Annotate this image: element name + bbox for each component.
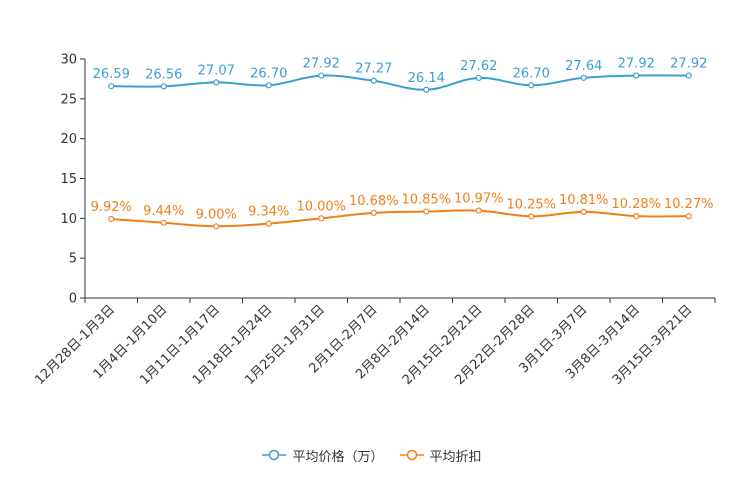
data-label-avg-price: 26.59: [93, 67, 130, 82]
data-label-avg-price: 26.56: [145, 67, 182, 82]
data-label-avg-discount: 10.25%: [506, 197, 556, 212]
data-point-avg-discount[interactable]: [370, 209, 377, 217]
data-label-avg-discount: 10.27%: [664, 197, 714, 212]
legend-avg-discount-icon: [399, 449, 424, 461]
data-point-avg-discount[interactable]: [213, 223, 220, 230]
data-point-avg-price[interactable]: [108, 83, 115, 90]
data-label-avg-price: 26.70: [250, 66, 287, 81]
y-tick-label: 20: [60, 132, 77, 147]
data-label-avg-price: 27.27: [355, 62, 392, 77]
data-point-avg-price[interactable]: [475, 74, 482, 82]
data-label-avg-discount: 10.68%: [349, 194, 399, 209]
data-label-avg-price: 27.62: [460, 59, 497, 74]
data-point-avg-price[interactable]: [685, 72, 692, 79]
data-point-avg-discount[interactable]: [580, 208, 587, 215]
data-label-avg-discount: 10.97%: [454, 192, 504, 207]
data-point-avg-discount[interactable]: [528, 213, 535, 220]
data-point-avg-price[interactable]: [370, 77, 377, 84]
data-label-avg-discount: 9.44%: [143, 204, 184, 219]
data-point-avg-discount[interactable]: [685, 213, 692, 220]
data-label-avg-price: 27.92: [618, 57, 655, 72]
data-label-avg-discount: 10.00%: [296, 199, 346, 214]
series-line-avg-discount: [111, 209, 689, 228]
data-label-avg-discount: 10.81%: [559, 193, 609, 208]
data-point-avg-discount[interactable]: [318, 215, 325, 222]
y-tick-label: 25: [60, 92, 77, 107]
legend-avg-price-icon: [262, 449, 287, 461]
y-tick-label: 5: [69, 252, 77, 267]
legend-avg-discount-label: 平均折扣: [429, 449, 482, 465]
data-label-avg-price: 27.92: [303, 57, 340, 72]
data-label-avg-price: 27.64: [565, 59, 602, 74]
legend-item-avg-discount[interactable]: 平均折扣: [399, 446, 482, 465]
data-label-avg-price: 26.14: [408, 71, 445, 86]
data-point-avg-discount[interactable]: [423, 208, 430, 215]
y-tick-label: 30: [60, 53, 77, 68]
data-label-avg-discount: 9.92%: [91, 200, 132, 215]
data-point-avg-discount[interactable]: [633, 213, 640, 220]
data-point-avg-price[interactable]: [633, 72, 640, 79]
data-label-avg-price: 27.07: [198, 63, 235, 78]
data-label-avg-discount: 9.00%: [196, 207, 237, 222]
data-label-avg-price: 26.70: [513, 66, 550, 81]
data-point-avg-price[interactable]: [318, 72, 325, 79]
series-line-avg-price: [111, 74, 689, 91]
data-point-avg-discount[interactable]: [160, 219, 167, 226]
y-tick-label: 15: [60, 172, 77, 187]
data-label-avg-discount: 10.85%: [401, 193, 451, 208]
legend-item-avg-price[interactable]: 平均价格（万）: [262, 446, 384, 465]
legend-avg-price-label: 平均价格（万）: [292, 449, 384, 465]
y-tick-label: 10: [60, 212, 77, 227]
chart-legend: 平均价格（万） 平均折扣: [0, 444, 744, 466]
data-point-avg-price[interactable]: [528, 82, 535, 89]
data-point-avg-discount[interactable]: [108, 215, 115, 223]
data-point-avg-price[interactable]: [423, 86, 430, 93]
data-point-avg-price[interactable]: [265, 82, 272, 89]
y-tick-label: 0: [69, 292, 77, 307]
data-point-avg-price[interactable]: [160, 83, 167, 90]
data-label-avg-price: 27.92: [670, 57, 707, 72]
data-label-avg-discount: 10.28%: [611, 197, 661, 212]
data-point-avg-price[interactable]: [213, 79, 220, 86]
data-point-avg-discount[interactable]: [265, 220, 272, 227]
data-label-avg-discount: 9.34%: [248, 205, 289, 220]
data-point-avg-price[interactable]: [580, 74, 587, 81]
data-point-avg-discount[interactable]: [475, 207, 482, 214]
